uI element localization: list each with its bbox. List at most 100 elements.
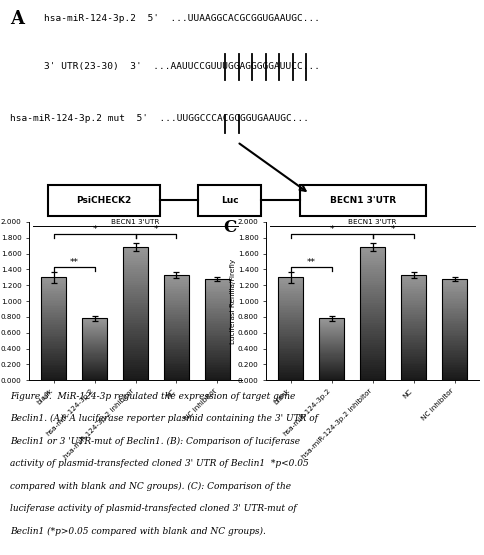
Bar (360, 334, 385, 336)
Bar (123, 349, 148, 351)
Bar (41, 310, 66, 312)
Bar (82, 367, 107, 368)
Bar (442, 282, 467, 284)
Bar (82, 347, 107, 349)
Bar (205, 345, 230, 346)
Bar (278, 336, 303, 337)
Text: Figure 3.  MiR-124-3p regulated the expression of target gene: Figure 3. MiR-124-3p regulated the expre… (10, 392, 295, 401)
Bar (360, 250, 385, 252)
Bar (319, 377, 345, 378)
Bar (319, 345, 345, 346)
Bar (41, 278, 66, 279)
Bar (319, 360, 345, 361)
Bar (41, 351, 66, 353)
Bar (401, 308, 426, 310)
Bar (319, 364, 345, 365)
Bar (401, 282, 426, 284)
FancyBboxPatch shape (198, 185, 261, 215)
Bar (278, 329, 303, 330)
Text: Beclin1 (*p>0.05 compared with blank and NC groups).: Beclin1 (*p>0.05 compared with blank and… (10, 527, 266, 536)
Bar (123, 360, 148, 362)
Bar (205, 309, 230, 311)
Bar (82, 357, 107, 359)
Bar (164, 315, 189, 317)
Bar (278, 305, 303, 306)
Bar (41, 327, 66, 329)
Bar (164, 336, 189, 338)
Bar (401, 338, 426, 340)
Bar (164, 333, 189, 335)
Bar (164, 377, 189, 379)
Bar (123, 252, 148, 254)
Bar (205, 301, 230, 302)
Bar (401, 324, 426, 326)
Bar (442, 353, 467, 355)
Bar (278, 342, 303, 344)
Bar (442, 379, 467, 380)
Bar (319, 374, 345, 375)
Bar (82, 326, 107, 327)
Bar (401, 340, 426, 342)
Bar (41, 346, 66, 347)
Text: 3' UTR(23-30)  3'  ...AAUUCCGUUUGGAGGGGGAUUCC...: 3' UTR(23-30) 3' ...AAUUCCGUUUGGAGGGGGAU… (44, 62, 319, 71)
Bar (360, 309, 385, 311)
Bar (442, 355, 467, 356)
Bar (401, 368, 426, 370)
Bar (123, 302, 148, 305)
Bar (401, 331, 426, 333)
Bar (442, 372, 467, 374)
Bar (442, 374, 467, 375)
Text: compared with blank and NC groups). (C): Comparison of the: compared with blank and NC groups). (C):… (10, 482, 291, 491)
Bar (319, 369, 345, 370)
Bar (82, 376, 107, 377)
Bar (360, 300, 385, 302)
Bar (123, 351, 148, 354)
Bar (401, 287, 426, 289)
Bar (164, 275, 189, 380)
Bar (41, 334, 66, 336)
Bar (401, 305, 426, 306)
Bar (319, 359, 345, 360)
Bar (442, 301, 467, 302)
Bar (401, 321, 426, 322)
Bar (164, 319, 189, 321)
Bar (123, 263, 148, 265)
Bar (401, 319, 426, 321)
Bar (319, 322, 345, 324)
Bar (319, 340, 345, 341)
Bar (278, 279, 303, 281)
Bar (41, 287, 66, 289)
Bar (278, 347, 303, 349)
Bar (82, 345, 107, 346)
Bar (278, 284, 303, 286)
Bar (360, 336, 385, 338)
Bar (164, 365, 189, 366)
Bar (123, 320, 148, 322)
Bar (319, 324, 345, 325)
Bar (360, 256, 385, 259)
Bar (41, 325, 66, 327)
Bar (82, 373, 107, 374)
Bar (360, 285, 385, 287)
Bar (360, 278, 385, 280)
Bar (41, 377, 66, 379)
Bar (123, 296, 148, 298)
Bar (123, 327, 148, 329)
Bar (41, 296, 66, 298)
Bar (442, 367, 467, 369)
Bar (442, 284, 467, 286)
Bar (278, 320, 303, 322)
Bar (319, 349, 345, 350)
Bar (164, 347, 189, 349)
Bar (360, 261, 385, 263)
Bar (205, 325, 230, 326)
Bar (41, 281, 66, 282)
Bar (123, 269, 148, 271)
Bar (442, 320, 467, 321)
Bar (41, 341, 66, 342)
Bar (442, 318, 467, 320)
Bar (82, 361, 107, 362)
Bar (82, 341, 107, 342)
Bar (442, 286, 467, 287)
Bar (41, 293, 66, 295)
